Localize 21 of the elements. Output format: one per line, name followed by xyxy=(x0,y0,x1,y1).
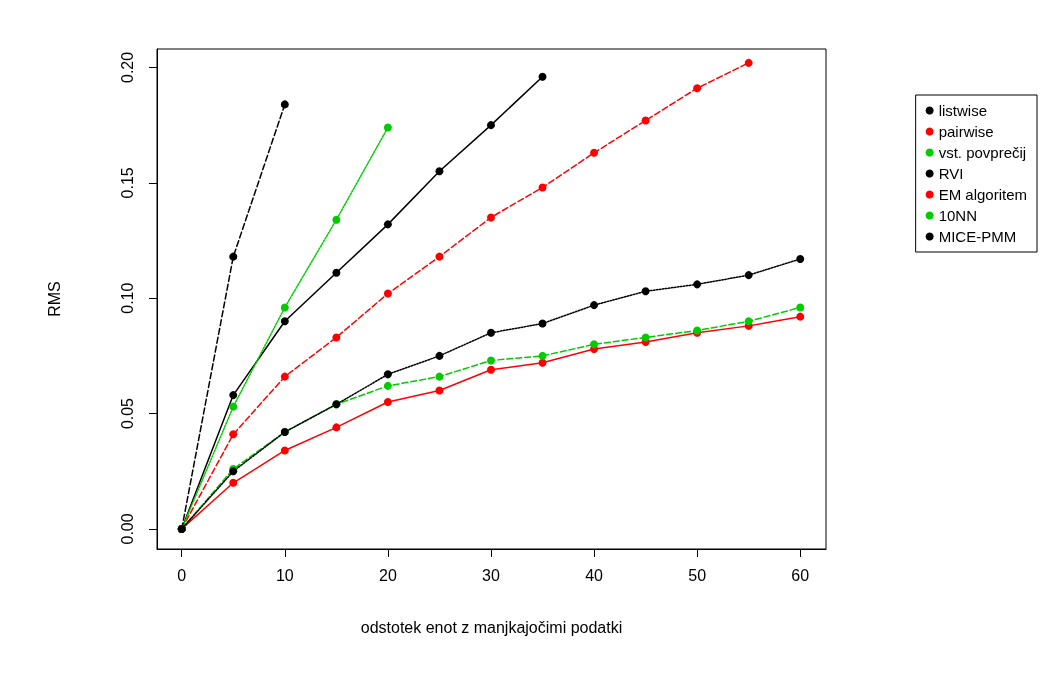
x-axis-title: odstotek enot z manjkajočimi podatki xyxy=(360,618,623,636)
x-tick-label: 40 xyxy=(585,566,604,584)
legend-label: RVI xyxy=(938,165,964,182)
legend-label: vst. povprečij xyxy=(938,144,1027,161)
legend-label: MICE-PMM xyxy=(938,228,1017,245)
y-tick-label: 0.20 xyxy=(118,51,136,84)
y-axis-title: RMS xyxy=(45,281,63,317)
x-tick-label: 30 xyxy=(482,566,500,584)
x-tick-label: 20 xyxy=(379,566,397,584)
y-tick-label: 0.10 xyxy=(118,282,136,314)
x-tick-label: 60 xyxy=(791,566,810,584)
legend-label: pairwise xyxy=(938,123,994,140)
y-tick-label: 0.05 xyxy=(118,397,136,430)
x-tick-label: 10 xyxy=(275,566,294,584)
legend-label: EM algoritem xyxy=(938,186,1027,203)
legend-label: 10NN xyxy=(938,207,977,224)
y-tick-label: 0.00 xyxy=(118,513,136,545)
x-tick-label: 50 xyxy=(688,566,707,584)
x-tick-label: 0 xyxy=(177,566,187,584)
y-tick-label: 0.15 xyxy=(118,167,136,199)
legend-label: listwise xyxy=(938,102,987,119)
